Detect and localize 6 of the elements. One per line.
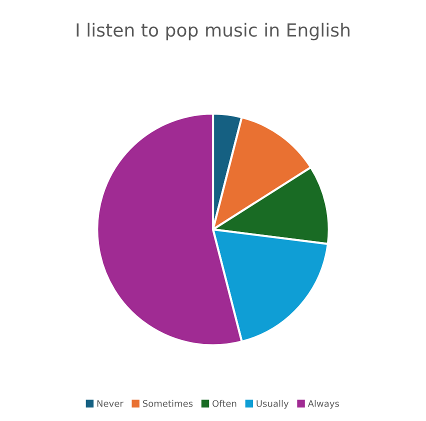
legend-label: Often [212,400,236,407]
legend-label: Always [308,400,340,409]
chart-title: I listen to pop music in English [76,22,350,40]
legend-label: Sometimes [142,400,193,407]
legend-label: Usually [256,400,289,409]
legend-label: Never [97,400,124,407]
